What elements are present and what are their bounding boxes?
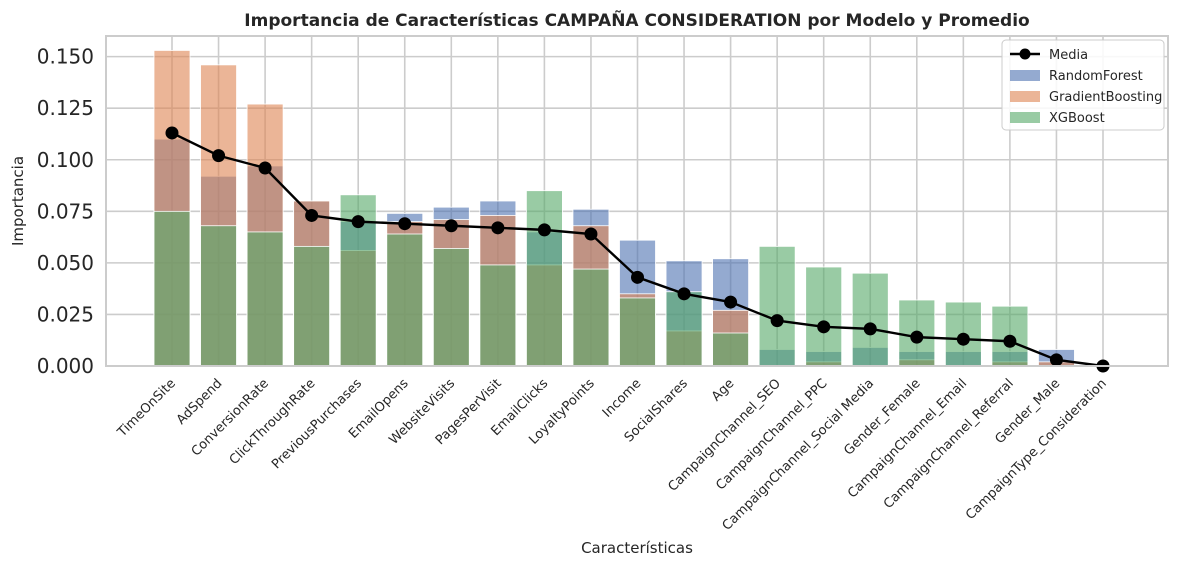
mean-point [537, 223, 551, 237]
bar-xgboost [805, 266, 843, 367]
mean-point [1003, 334, 1017, 348]
bar-xgboost [432, 248, 470, 367]
legend-swatch [1010, 70, 1040, 81]
bar-xgboost [572, 268, 610, 367]
mean-point [444, 219, 458, 233]
legend-swatch [1010, 112, 1040, 123]
mean-point [1049, 353, 1063, 367]
mean-point [165, 126, 179, 140]
legend-label: Media [1049, 48, 1088, 63]
bar-xgboost [293, 245, 331, 367]
mean-point [212, 149, 226, 163]
legend-label: XGBoost [1049, 111, 1105, 126]
y-axis-label: Importancia [9, 156, 27, 246]
x-tick-label: ClickThroughRate [227, 376, 319, 468]
x-tick-label: Income [600, 376, 644, 420]
mean-point [584, 227, 598, 241]
bar-xgboost [665, 291, 703, 367]
y-tick-label: 0.025 [37, 302, 94, 326]
mean-point [631, 270, 644, 284]
legend-label: GradientBoosting [1049, 90, 1162, 105]
mean-point [305, 208, 319, 222]
y-tick-label: 0.050 [37, 251, 94, 275]
bar-xgboost [200, 225, 237, 367]
bar-xgboost [246, 231, 284, 367]
y-tick-label: 0.000 [37, 354, 94, 378]
mean-line-group [165, 126, 1110, 373]
y-tick-label: 0.150 [37, 45, 94, 69]
chart-title: Importancia de Características CAMPAÑA C… [244, 8, 1029, 31]
axes-frame [105, 35, 1169, 367]
bar-xgboost [153, 210, 191, 367]
legend-box [1001, 39, 1165, 131]
mean-point [677, 287, 691, 301]
y-tick-label: 0.100 [37, 148, 94, 172]
bar-xgboost [712, 332, 749, 367]
legend-swatch [1010, 91, 1040, 102]
mean-point [770, 314, 784, 328]
x-axis-label: Características [581, 539, 693, 557]
bar-xgboost [386, 233, 424, 367]
x-tick-labels: TimeOnSiteAdSpendConversionRateClickThro… [114, 376, 1110, 534]
mean-point [817, 320, 831, 334]
bars-group [153, 50, 1075, 367]
plot-frame [105, 35, 1169, 367]
x-tick-label: PreviousPurchases [269, 376, 365, 472]
bar-xgboost [619, 297, 656, 367]
mean-point [351, 215, 365, 229]
mean-point [724, 295, 738, 309]
mean-point [258, 161, 272, 175]
bar-xgboost [526, 190, 563, 367]
legend-label: RandomForest [1049, 69, 1143, 84]
y-tick-labels: 0.000 0.025 0.050 0.075 0.100 0.125 0.150 [37, 45, 94, 378]
x-tick-label: TimeOnSite [114, 376, 179, 441]
mean-point [398, 217, 412, 231]
legend-point-marker [1019, 48, 1031, 60]
mean-point [863, 322, 877, 336]
bar-xgboost [758, 245, 796, 367]
mean-point [956, 332, 970, 346]
x-tick-label: Age [709, 376, 737, 404]
mean-point [910, 330, 924, 344]
mean-point [491, 221, 505, 235]
y-tick-label: 0.125 [37, 96, 94, 120]
bar-xgboost [479, 264, 517, 367]
bar-xgboost [851, 272, 889, 367]
legend: Media RandomForest GradientBoosting XGBoost [1001, 39, 1165, 131]
y-tick-label: 0.075 [37, 199, 94, 223]
